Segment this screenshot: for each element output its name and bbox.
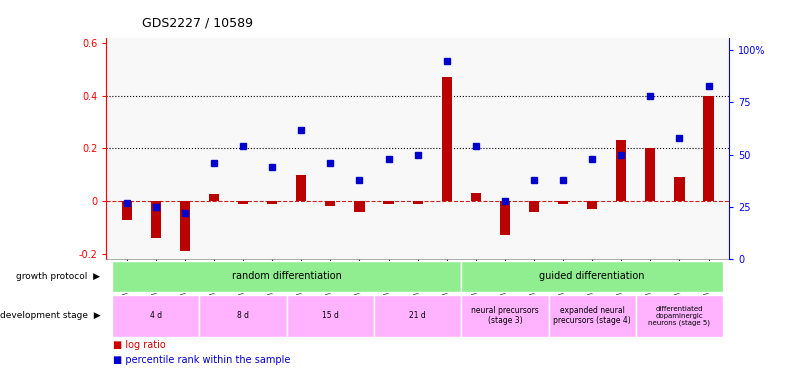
- Bar: [180, 201, 190, 251]
- Text: ■ log ratio: ■ log ratio: [113, 340, 165, 350]
- Bar: [287, 294, 374, 337]
- Text: expanded neural
precursors (stage 4): expanded neural precursors (stage 4): [553, 306, 631, 326]
- Bar: [636, 294, 723, 337]
- Bar: [238, 201, 248, 204]
- Bar: [645, 148, 656, 201]
- Bar: [675, 177, 685, 201]
- Bar: [267, 201, 277, 204]
- Bar: [548, 294, 636, 337]
- Bar: [151, 201, 161, 238]
- Text: 15 d: 15 d: [322, 311, 339, 320]
- Bar: [558, 201, 568, 204]
- Bar: [121, 201, 132, 220]
- Bar: [296, 175, 307, 201]
- Text: development stage  ▶: development stage ▶: [0, 311, 100, 320]
- Bar: [112, 261, 461, 292]
- Bar: [374, 294, 461, 337]
- Bar: [529, 201, 539, 211]
- Text: ■ percentile rank within the sample: ■ percentile rank within the sample: [113, 355, 290, 365]
- Bar: [325, 201, 336, 206]
- Bar: [704, 96, 714, 201]
- Bar: [413, 201, 422, 204]
- Bar: [616, 140, 626, 201]
- Bar: [199, 294, 287, 337]
- Text: guided differentiation: guided differentiation: [540, 272, 645, 281]
- Bar: [470, 193, 481, 201]
- Bar: [112, 294, 199, 337]
- Text: 4 d: 4 d: [150, 311, 162, 320]
- Bar: [587, 201, 597, 209]
- Bar: [461, 261, 723, 292]
- Text: growth protocol  ▶: growth protocol ▶: [17, 272, 100, 281]
- Text: 21 d: 21 d: [409, 311, 426, 320]
- Bar: [461, 294, 548, 337]
- Text: GDS2227 / 10589: GDS2227 / 10589: [142, 17, 253, 30]
- Bar: [441, 77, 452, 201]
- Text: random differentiation: random differentiation: [232, 272, 342, 281]
- Bar: [355, 201, 365, 211]
- Bar: [500, 201, 510, 236]
- Text: 8 d: 8 d: [237, 311, 249, 320]
- Bar: [384, 201, 394, 204]
- Text: neural precursors
(stage 3): neural precursors (stage 3): [471, 306, 539, 326]
- Bar: [209, 195, 219, 201]
- Text: differentiated
dopaminergic
neurons (stage 5): differentiated dopaminergic neurons (sta…: [649, 306, 711, 326]
